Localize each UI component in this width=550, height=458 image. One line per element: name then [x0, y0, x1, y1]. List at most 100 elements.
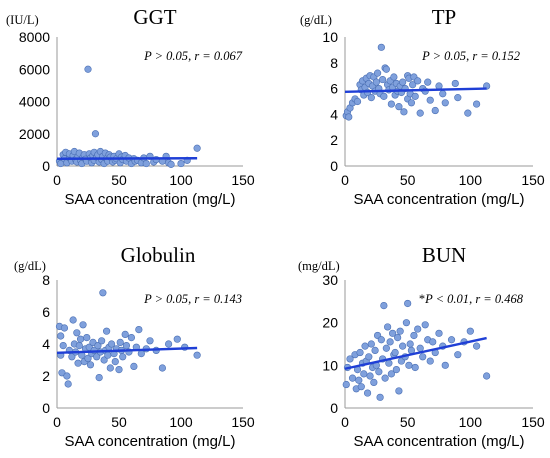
stat-r-value: r = 0.152 — [472, 49, 520, 63]
stat-p-value: P > 0.05 — [143, 49, 188, 63]
x-tick-label: 0 — [341, 172, 349, 188]
chart-panel-ggt: GGT (IU/L) 0 2000 4000 6000 8000 0 50 100 150 SAA c… — [6, 5, 255, 208]
y-axis-unit-label: (IU/L) — [6, 13, 39, 27]
data-point — [91, 130, 100, 138]
data-point — [57, 332, 65, 340]
trend-line — [56, 346, 198, 354]
chart-title: Globulin — [121, 243, 196, 267]
data-point — [421, 321, 429, 329]
data-point — [93, 353, 101, 361]
data-point — [411, 363, 419, 372]
data-point — [361, 342, 369, 350]
data-point — [404, 299, 412, 308]
y-tick-label: 30 — [322, 272, 338, 288]
data-point — [100, 356, 108, 364]
data-point — [447, 336, 456, 344]
data-point — [193, 351, 201, 359]
data-point — [115, 366, 123, 374]
data-point — [353, 97, 362, 106]
data-point — [416, 109, 424, 117]
data-point — [424, 78, 432, 86]
stat-annotation: *P < 0.01, r = 0.468 — [419, 292, 524, 306]
data-point — [396, 327, 404, 335]
data-point — [390, 73, 398, 81]
chart-title: TP — [432, 5, 457, 29]
data-point — [400, 108, 408, 116]
data-point — [86, 361, 95, 369]
data-point — [381, 374, 389, 382]
data-point — [111, 358, 119, 366]
stat-r-value: r = 0.067 — [194, 49, 242, 63]
data-point — [426, 357, 434, 365]
y-tick-label: 6000 — [19, 61, 50, 77]
data-point — [483, 372, 491, 380]
data-point — [64, 380, 72, 388]
x-tick-label: 150 — [521, 414, 545, 430]
y-tick-label: 6 — [42, 304, 50, 320]
data-point — [454, 94, 462, 102]
data-point — [83, 334, 91, 342]
x-tick-label: 50 — [400, 172, 416, 188]
stat-annotation: P > 0.05, r = 0.067 — [143, 49, 243, 63]
data-point — [394, 334, 402, 342]
y-tick-label: 8 — [42, 272, 50, 288]
y-tick-label: 4 — [42, 336, 50, 352]
data-point — [377, 336, 385, 344]
data-point — [419, 353, 427, 361]
stat-separator: , — [188, 292, 194, 306]
stat-p-value: P > 0.05 — [143, 292, 188, 306]
data-point — [441, 361, 449, 369]
data-point — [84, 65, 92, 73]
x-tick-label: 100 — [169, 172, 193, 188]
y-tick-label: 0 — [42, 158, 50, 174]
data-point — [116, 338, 124, 347]
data-point — [435, 82, 443, 90]
data-point — [165, 340, 173, 348]
chart-panel-bun: BUN (mg/dL) 0 10 20 30 0 50 100 150 SAA concentrat… — [298, 243, 545, 450]
data-point — [130, 362, 138, 371]
data-point — [357, 383, 365, 391]
data-point — [63, 372, 71, 380]
x-tick-label: 150 — [231, 172, 255, 188]
data-point — [373, 69, 382, 77]
x-tick-label: 100 — [459, 172, 483, 188]
data-point — [173, 335, 181, 343]
data-point — [405, 361, 413, 369]
data-point — [392, 366, 400, 374]
y-tick-label: 2000 — [19, 126, 50, 142]
data-point — [74, 359, 82, 367]
x-tick-label: 100 — [169, 414, 193, 430]
stat-prefix: * — [419, 292, 425, 306]
stat-r-value: r = 0.468 — [475, 292, 523, 306]
data-point — [365, 353, 373, 361]
data-point — [119, 353, 127, 361]
data-point — [384, 323, 392, 331]
data-point — [104, 351, 112, 359]
data-point — [135, 326, 143, 334]
data-point — [142, 159, 150, 168]
data-point — [402, 319, 411, 327]
x-tick-label: 0 — [53, 172, 61, 188]
data-point — [411, 92, 419, 100]
data-point — [451, 79, 459, 88]
data-point — [395, 387, 403, 395]
x-axis-label: SAA concentration (mg/L) — [65, 433, 236, 450]
data-point — [386, 338, 394, 346]
data-point — [346, 355, 354, 363]
data-point — [399, 342, 407, 350]
data-point — [84, 354, 92, 363]
chart-panel-globulin: Globulin (g/dL) 0 2 4 6 8 0 50 100 150 SAA concentr… — [14, 243, 255, 450]
data-point — [348, 374, 357, 382]
data-point — [360, 370, 368, 378]
data-point — [146, 337, 154, 345]
x-tick-label: 150 — [231, 414, 255, 430]
data-point — [379, 75, 387, 84]
x-axis-label: SAA concentration (mg/L) — [354, 191, 525, 208]
data-point — [95, 374, 103, 382]
data-point — [372, 78, 380, 86]
stat-separator: , — [188, 49, 194, 63]
data-point — [167, 160, 175, 168]
trend-line — [344, 336, 487, 370]
